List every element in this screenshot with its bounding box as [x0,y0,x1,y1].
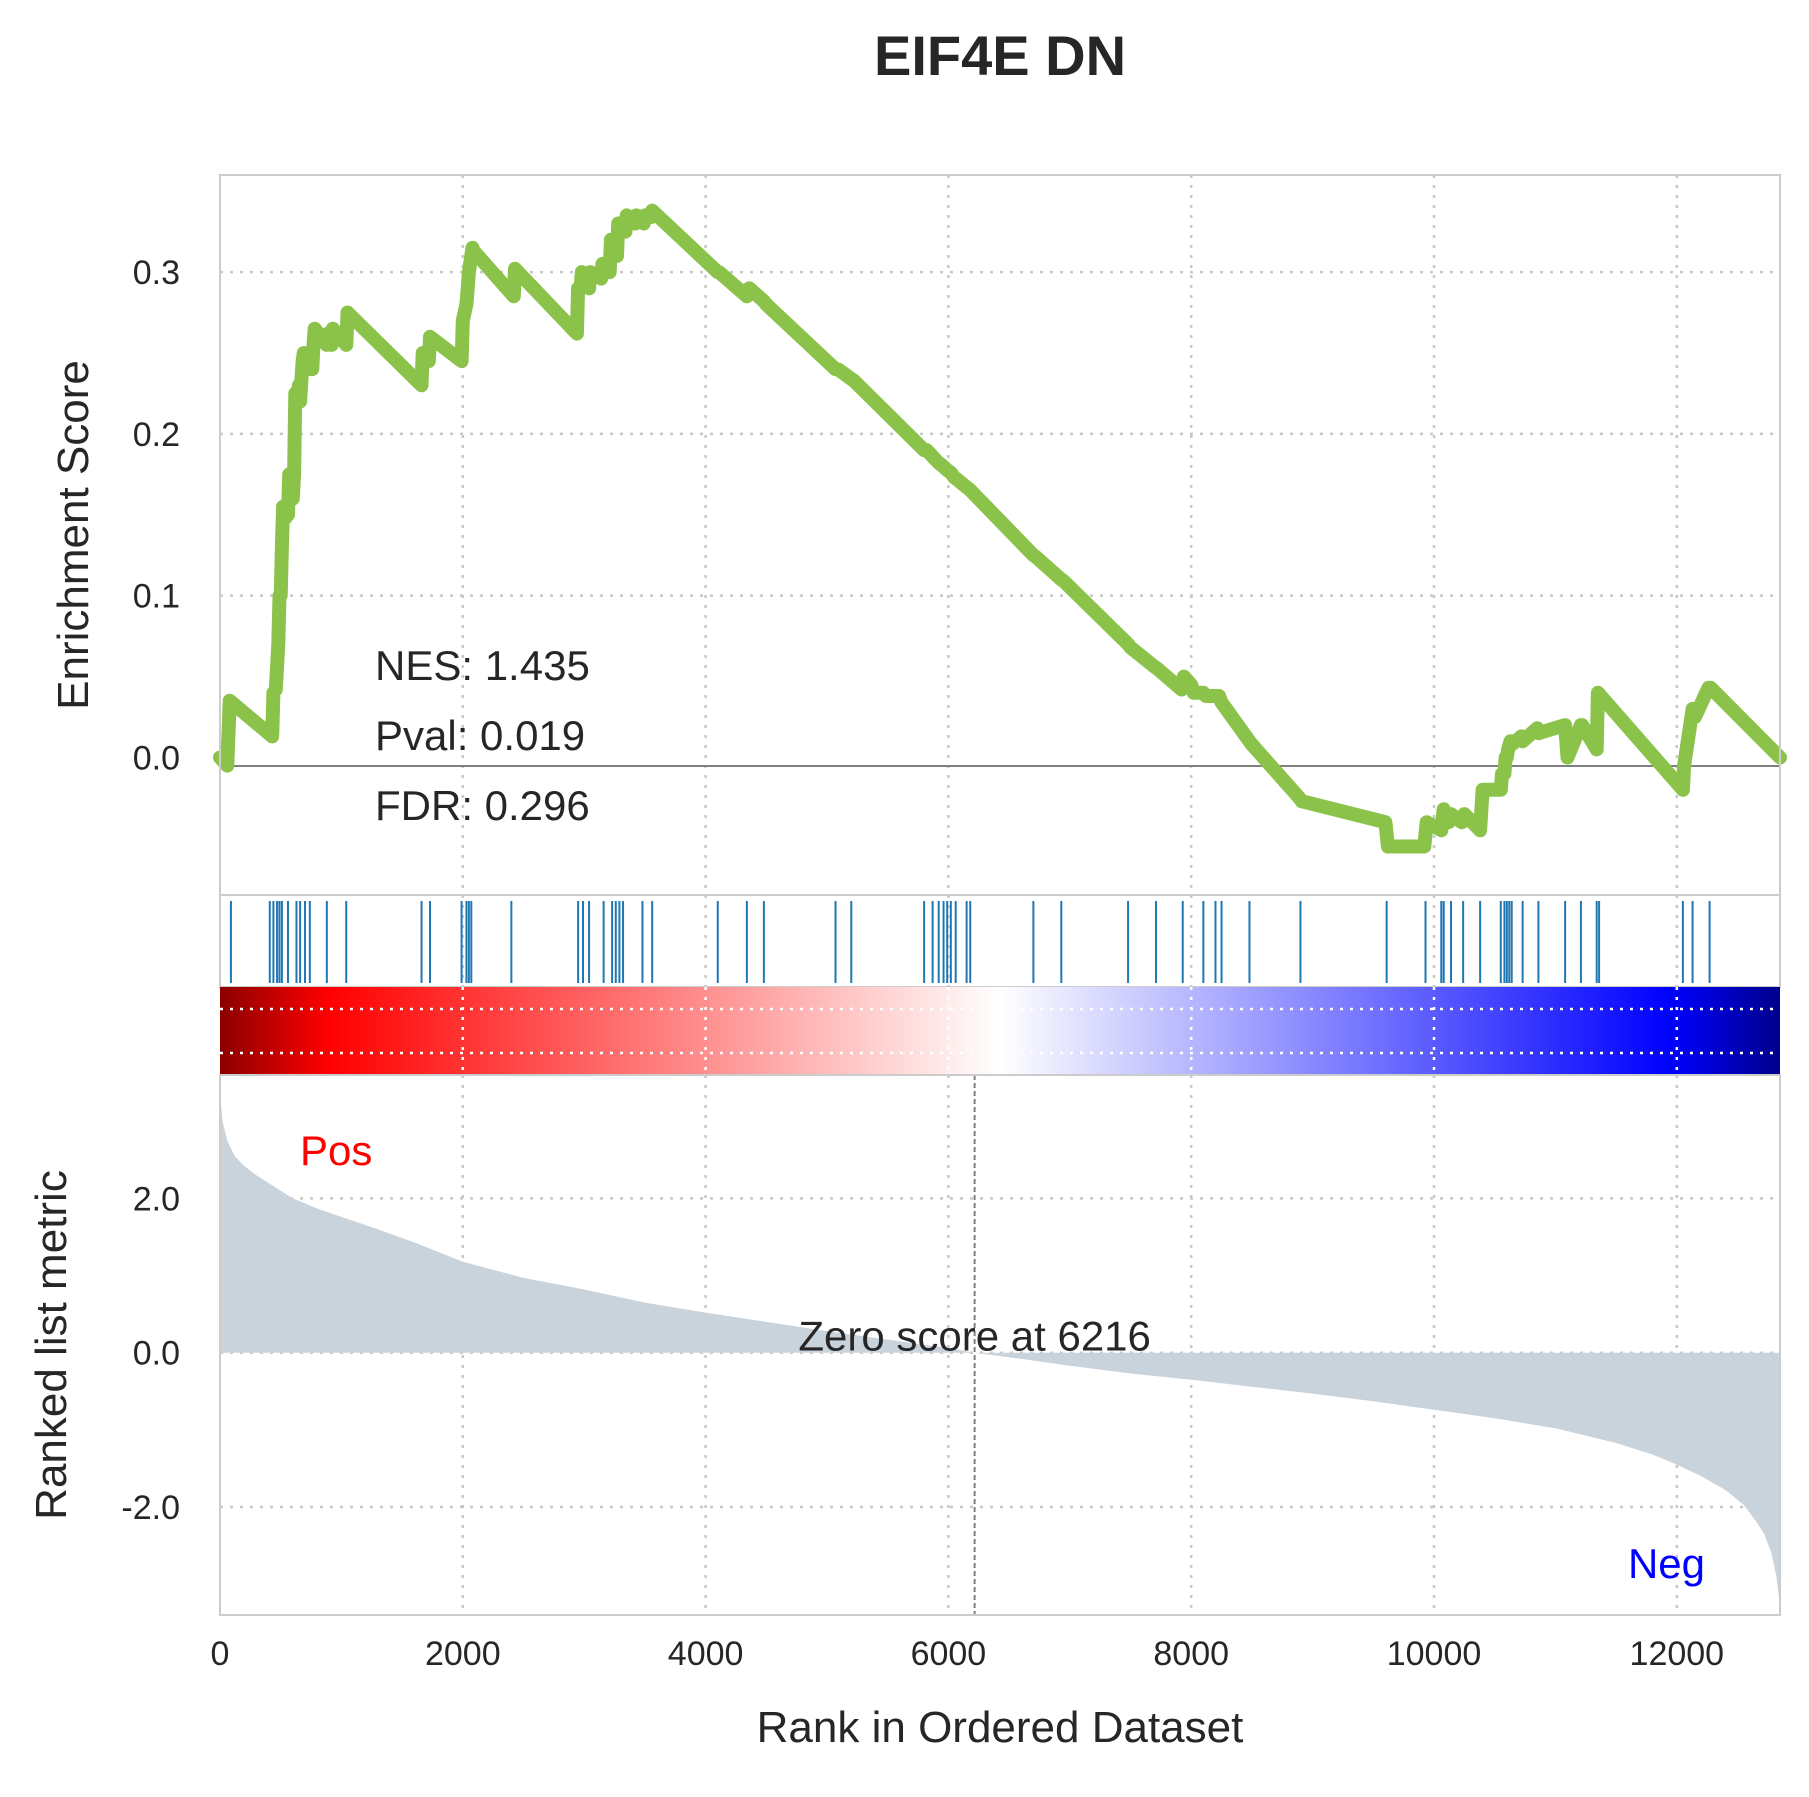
y-tick-label: -2.0 [121,1489,180,1527]
x-axis-ticks: 0 2000 4000 6000 8000 10000 12000 [211,1635,1725,1673]
hits-frame [219,894,1781,988]
x-tick-label: 4000 [668,1635,744,1673]
enrichment-score-line [213,203,1787,854]
y-tick-label: 2.0 [133,1180,180,1218]
ranked-grid [220,1075,1780,1615]
hits-panel [219,894,1781,988]
pos-label: Pos [300,1127,372,1174]
y-tick-label: 0.2 [133,416,180,454]
chart-title: EIF4E DN [874,24,1126,87]
y-tick-label: 0.1 [133,578,180,616]
ranked-y-ticks: -2.0 0.0 2.0 [121,1180,180,1527]
ranked-panel: -2.0 0.0 2.0 Pos Neg Zero score at 6216 Ra… [27,1074,1781,1616]
pval-label: Pval: 0.019 [375,712,585,759]
ranked-y-label: Ranked list metric [27,1170,76,1520]
zero-score-label: Zero score at 6216 [798,1313,1151,1360]
rank-colorbar [220,987,1780,1075]
x-tick-label: 2000 [425,1635,501,1673]
hit-lines [229,901,1711,983]
x-axis-label: Rank in Ordered Dataset [757,1703,1244,1752]
ranked-metric-area [220,1090,1780,1608]
enrichment-grid [220,175,1780,895]
ranked-frame [219,1074,1781,1616]
neg-label: Neg [1628,1540,1705,1587]
y-tick-label: 0.0 [133,739,180,777]
colorbar-grid [220,987,1780,1075]
enrichment-y-ticks: 0.0 0.1 0.2 0.3 [133,254,180,777]
enrichment-y-label: Enrichment Score [49,360,98,710]
fdr-label: FDR: 0.296 [375,782,590,829]
enrichment-panel: 0.0 0.1 0.2 0.3 Enrichment Score NES: 1.435… [49,174,1787,896]
y-tick-label: 0.3 [133,254,180,292]
x-tick-label: 10000 [1387,1635,1482,1673]
x-tick-label: 0 [211,1635,230,1673]
x-tick-label: 12000 [1630,1635,1725,1673]
x-tick-label: 8000 [1153,1635,1229,1673]
x-tick-label: 6000 [911,1635,987,1673]
hits-grid [461,895,1679,987]
y-tick-label: 0.0 [133,1335,180,1373]
colorbar [220,987,1780,1075]
nes-label: NES: 1.435 [375,642,590,689]
